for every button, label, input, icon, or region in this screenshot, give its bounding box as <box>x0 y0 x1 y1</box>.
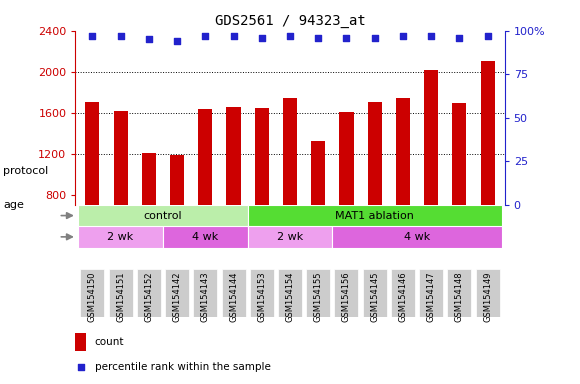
Bar <box>85 103 99 205</box>
Point <box>229 33 238 39</box>
FancyBboxPatch shape <box>419 269 443 317</box>
Text: 4 wk: 4 wk <box>192 232 219 242</box>
Text: GSM154146: GSM154146 <box>398 271 407 322</box>
Point <box>455 35 464 41</box>
Point <box>426 33 436 39</box>
Point <box>342 35 351 41</box>
FancyBboxPatch shape <box>137 269 161 317</box>
Point <box>285 33 295 39</box>
Bar <box>339 112 354 205</box>
FancyBboxPatch shape <box>447 269 472 317</box>
Bar <box>114 111 128 205</box>
FancyBboxPatch shape <box>250 269 274 317</box>
Bar <box>452 103 466 205</box>
FancyBboxPatch shape <box>78 226 163 248</box>
Bar <box>255 108 269 205</box>
Point <box>370 35 379 41</box>
Bar <box>75 333 86 351</box>
FancyBboxPatch shape <box>222 269 245 317</box>
Text: GSM154149: GSM154149 <box>483 271 492 322</box>
Text: GSM154155: GSM154155 <box>314 271 322 322</box>
FancyBboxPatch shape <box>193 269 218 317</box>
FancyBboxPatch shape <box>335 269 358 317</box>
Bar <box>396 98 410 205</box>
Bar <box>226 106 241 205</box>
Text: GSM154148: GSM154148 <box>455 271 464 322</box>
Text: 2 wk: 2 wk <box>107 232 134 242</box>
Bar <box>311 141 325 205</box>
Title: GDS2561 / 94323_at: GDS2561 / 94323_at <box>215 14 365 28</box>
Text: 2 wk: 2 wk <box>277 232 303 242</box>
FancyBboxPatch shape <box>306 269 330 317</box>
Bar <box>170 155 184 205</box>
Text: percentile rank within the sample: percentile rank within the sample <box>95 362 271 372</box>
FancyBboxPatch shape <box>248 205 502 226</box>
Text: GSM154147: GSM154147 <box>427 271 436 322</box>
FancyBboxPatch shape <box>391 269 415 317</box>
FancyBboxPatch shape <box>165 269 189 317</box>
Bar <box>198 109 212 205</box>
Point <box>76 364 85 370</box>
Text: GSM154142: GSM154142 <box>173 271 182 322</box>
Point <box>257 35 266 41</box>
Text: GSM154153: GSM154153 <box>258 271 266 322</box>
Bar <box>142 153 156 205</box>
Text: GSM154144: GSM154144 <box>229 271 238 322</box>
Text: GSM154151: GSM154151 <box>116 271 125 322</box>
Text: control: control <box>144 210 182 220</box>
FancyBboxPatch shape <box>248 226 332 248</box>
Bar <box>481 61 495 205</box>
Text: GSM154143: GSM154143 <box>201 271 210 322</box>
Point <box>398 33 408 39</box>
Text: GSM154152: GSM154152 <box>144 271 153 322</box>
Bar <box>424 70 438 205</box>
Text: GSM154154: GSM154154 <box>285 271 295 322</box>
Text: protocol: protocol <box>3 166 48 176</box>
FancyBboxPatch shape <box>332 226 502 248</box>
Point <box>116 33 125 39</box>
FancyBboxPatch shape <box>362 269 387 317</box>
FancyBboxPatch shape <box>81 269 104 317</box>
Text: 4 wk: 4 wk <box>404 232 430 242</box>
Point <box>88 33 97 39</box>
FancyBboxPatch shape <box>108 269 133 317</box>
Text: GSM154156: GSM154156 <box>342 271 351 322</box>
FancyBboxPatch shape <box>278 269 302 317</box>
Point <box>172 38 182 44</box>
Text: GSM154145: GSM154145 <box>370 271 379 322</box>
Text: age: age <box>3 200 24 210</box>
Bar <box>368 103 382 205</box>
Text: count: count <box>95 337 124 347</box>
FancyBboxPatch shape <box>78 205 248 226</box>
FancyBboxPatch shape <box>476 269 499 317</box>
Point <box>483 33 492 39</box>
FancyBboxPatch shape <box>163 226 248 248</box>
Point <box>314 35 323 41</box>
Point <box>201 33 210 39</box>
Text: GSM154150: GSM154150 <box>88 271 97 322</box>
Bar <box>283 98 297 205</box>
Text: MAT1 ablation: MAT1 ablation <box>335 210 414 220</box>
Point <box>144 36 154 43</box>
